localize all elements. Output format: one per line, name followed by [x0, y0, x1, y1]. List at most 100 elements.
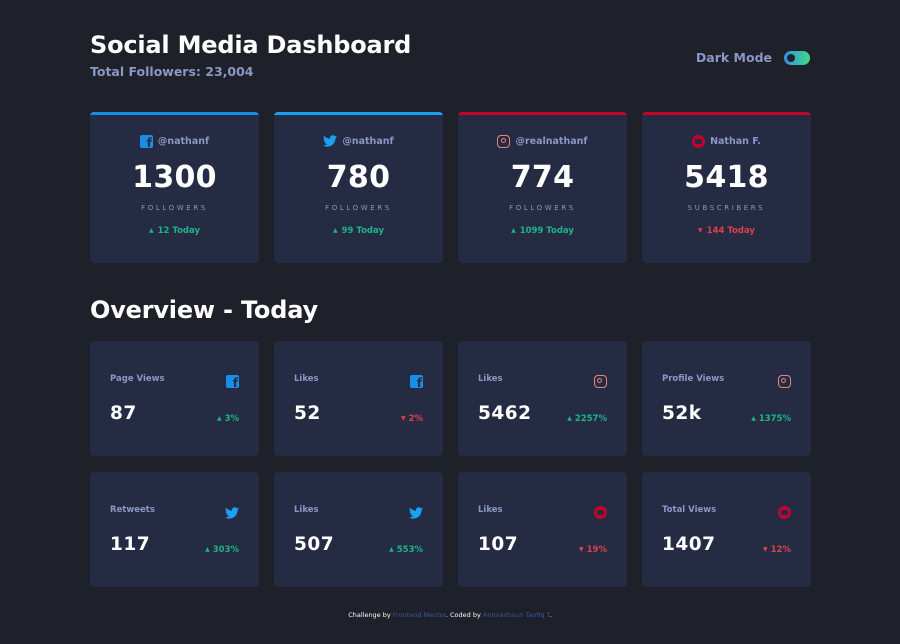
today-change: ▼ 144 Today — [642, 226, 811, 236]
instagram-icon — [497, 134, 511, 148]
toggle-knob — [787, 53, 795, 62]
count-unit: SUBSCRIBERS — [687, 204, 766, 212]
youtube-icon — [778, 506, 791, 519]
down-arrow-icon: ▼ — [763, 546, 768, 553]
dark-mode-control: Dark Mode — [696, 50, 810, 65]
account-handle: @nathanf — [274, 134, 443, 148]
footer-middle: . Coded by — [445, 611, 483, 619]
facebook-icon — [139, 134, 153, 150]
metric-platform — [225, 504, 239, 523]
overview-card[interactable]: Profile Views 52k ▲ 1375% — [642, 341, 811, 456]
handle-text: @nathanf — [157, 135, 210, 147]
page-title: Social Media Dashboard — [90, 31, 412, 59]
dark-mode-label: Dark Mode — [695, 50, 772, 65]
metric-label: Total Views — [662, 505, 717, 515]
handle-text: @realnathanf — [515, 135, 588, 147]
change-text: 553% — [396, 545, 423, 555]
metric-label: Retweets — [110, 505, 155, 515]
change-text: 2% — [408, 414, 423, 424]
follower-count: 774 — [510, 160, 575, 195]
metric-value: 107 — [478, 534, 519, 555]
accent-bar — [274, 112, 443, 115]
total-followers: Total Followers: 23,004 — [90, 64, 254, 79]
count-unit: FOLLOWERS — [141, 204, 208, 212]
metric-change: ▼ 12% — [763, 545, 791, 555]
overview-title: Overview - Today — [90, 296, 318, 324]
attribution: Challenge by Frontend Mentor. Coded by A… — [0, 611, 900, 619]
accent-bar — [90, 112, 259, 115]
overview-card[interactable]: Total Views 1407 ▼ 12% — [642, 472, 811, 587]
metric-change: ▲ 303% — [205, 545, 239, 555]
twitter-icon — [225, 504, 239, 519]
metric-value: 507 — [294, 534, 335, 555]
dark-mode-toggle[interactable] — [784, 50, 810, 65]
count-unit: FOLLOWERS — [325, 204, 392, 212]
metric-platform — [594, 504, 607, 523]
today-change: ▲ 12 Today — [90, 226, 259, 236]
twitter-icon — [323, 135, 338, 147]
frontend-mentor-link[interactable]: Frontend Mentor — [392, 611, 446, 619]
overview-card[interactable]: Page Views 87 ▲3% — [90, 341, 259, 456]
author-link[interactable]: Animashaun Taofiq T — [482, 611, 550, 619]
metric-platform — [409, 504, 423, 523]
follower-count: 1300 — [132, 160, 217, 195]
handle-text: @nathanf — [342, 135, 394, 147]
metric-platform — [778, 373, 791, 392]
today-change: ▲ 1099 Today — [458, 226, 627, 236]
up-arrow-icon: ▲ — [567, 415, 572, 422]
up-arrow-icon: ▲ — [216, 415, 222, 422]
follower-card-facebook[interactable]: @nathanf 1300 FOLLOWERS ▲12 Today — [90, 112, 259, 263]
metric-label: Likes — [294, 505, 319, 515]
instagram-icon — [594, 375, 607, 388]
change-text: 19% — [586, 545, 607, 555]
metric-value: 1407 — [662, 534, 716, 555]
metric-value: 52k — [662, 403, 702, 424]
down-arrow-icon: ▼ — [400, 415, 406, 422]
metric-change: ▲ 2257% — [567, 414, 607, 424]
metric-label: Likes — [478, 505, 503, 515]
today-text: 1099 Today — [519, 226, 574, 236]
metric-change: ▲ 1375% — [751, 414, 791, 424]
metric-value: 87 — [110, 403, 137, 424]
metric-value: 117 — [110, 534, 151, 555]
change-text: 303% — [212, 545, 239, 555]
header: Social Media Dashboard Total Followers: … — [90, 31, 411, 79]
up-arrow-icon: ▲ — [332, 227, 338, 234]
metric-platform — [226, 373, 239, 392]
facebook-icon — [226, 375, 239, 390]
metric-label: Page Views — [110, 374, 165, 384]
facebook-icon — [410, 375, 423, 390]
overview-card[interactable]: Likes 52 ▼2% — [274, 341, 443, 456]
metric-label: Likes — [294, 374, 319, 384]
count-unit: FOLLOWERS — [509, 204, 576, 212]
metric-platform — [410, 373, 423, 392]
footer-suffix: . — [549, 611, 552, 619]
follower-card-youtube[interactable]: Nathan F. 5418 SUBSCRIBERS ▼ 144 Today — [642, 112, 811, 263]
today-change: ▲ 99 Today — [274, 226, 443, 236]
account-handle: @realnathanf — [458, 134, 627, 148]
up-arrow-icon: ▲ — [389, 546, 394, 553]
youtube-icon — [594, 506, 607, 519]
overview-card[interactable]: Retweets 117 ▲ 303% — [90, 472, 259, 587]
up-arrow-icon: ▲ — [205, 546, 210, 553]
today-text: 144 Today — [706, 226, 755, 236]
up-arrow-icon: ▲ — [148, 227, 154, 234]
overview-card[interactable]: Likes 107 ▼ 19% — [458, 472, 627, 587]
footer-prefix: Challenge by — [348, 611, 393, 619]
overview-card[interactable]: Likes 5462 ▲ 2257% — [458, 341, 627, 456]
overview-cards: Page Views87▲3%Likes52▼2%Likes5462▲2257%… — [90, 341, 811, 587]
change-text: 12% — [770, 545, 791, 555]
account-handle: @nathanf — [90, 134, 259, 150]
overview-card[interactable]: Likes 507 ▲ 553% — [274, 472, 443, 587]
metric-label: Likes — [478, 374, 503, 384]
follower-card-instagram[interactable]: @realnathanf 774 FOLLOWERS ▲ 1099 Today — [458, 112, 627, 263]
change-text: 2257% — [574, 414, 607, 424]
follower-count: 780 — [326, 160, 391, 195]
accent-bar — [458, 112, 627, 115]
metric-platform — [778, 504, 791, 523]
metric-platform — [594, 373, 607, 392]
metric-value: 5462 — [478, 403, 532, 424]
instagram-icon — [778, 375, 791, 388]
follower-cards: @nathanf 1300 FOLLOWERS ▲12 Today @nathanf 78… — [90, 112, 811, 263]
follower-card-twitter[interactable]: @nathanf 780 FOLLOWERS ▲ 99 Today — [274, 112, 443, 263]
